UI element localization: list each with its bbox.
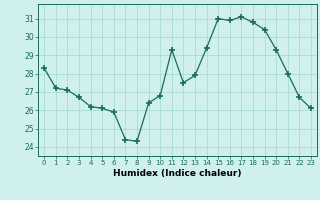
X-axis label: Humidex (Indice chaleur): Humidex (Indice chaleur) <box>113 169 242 178</box>
